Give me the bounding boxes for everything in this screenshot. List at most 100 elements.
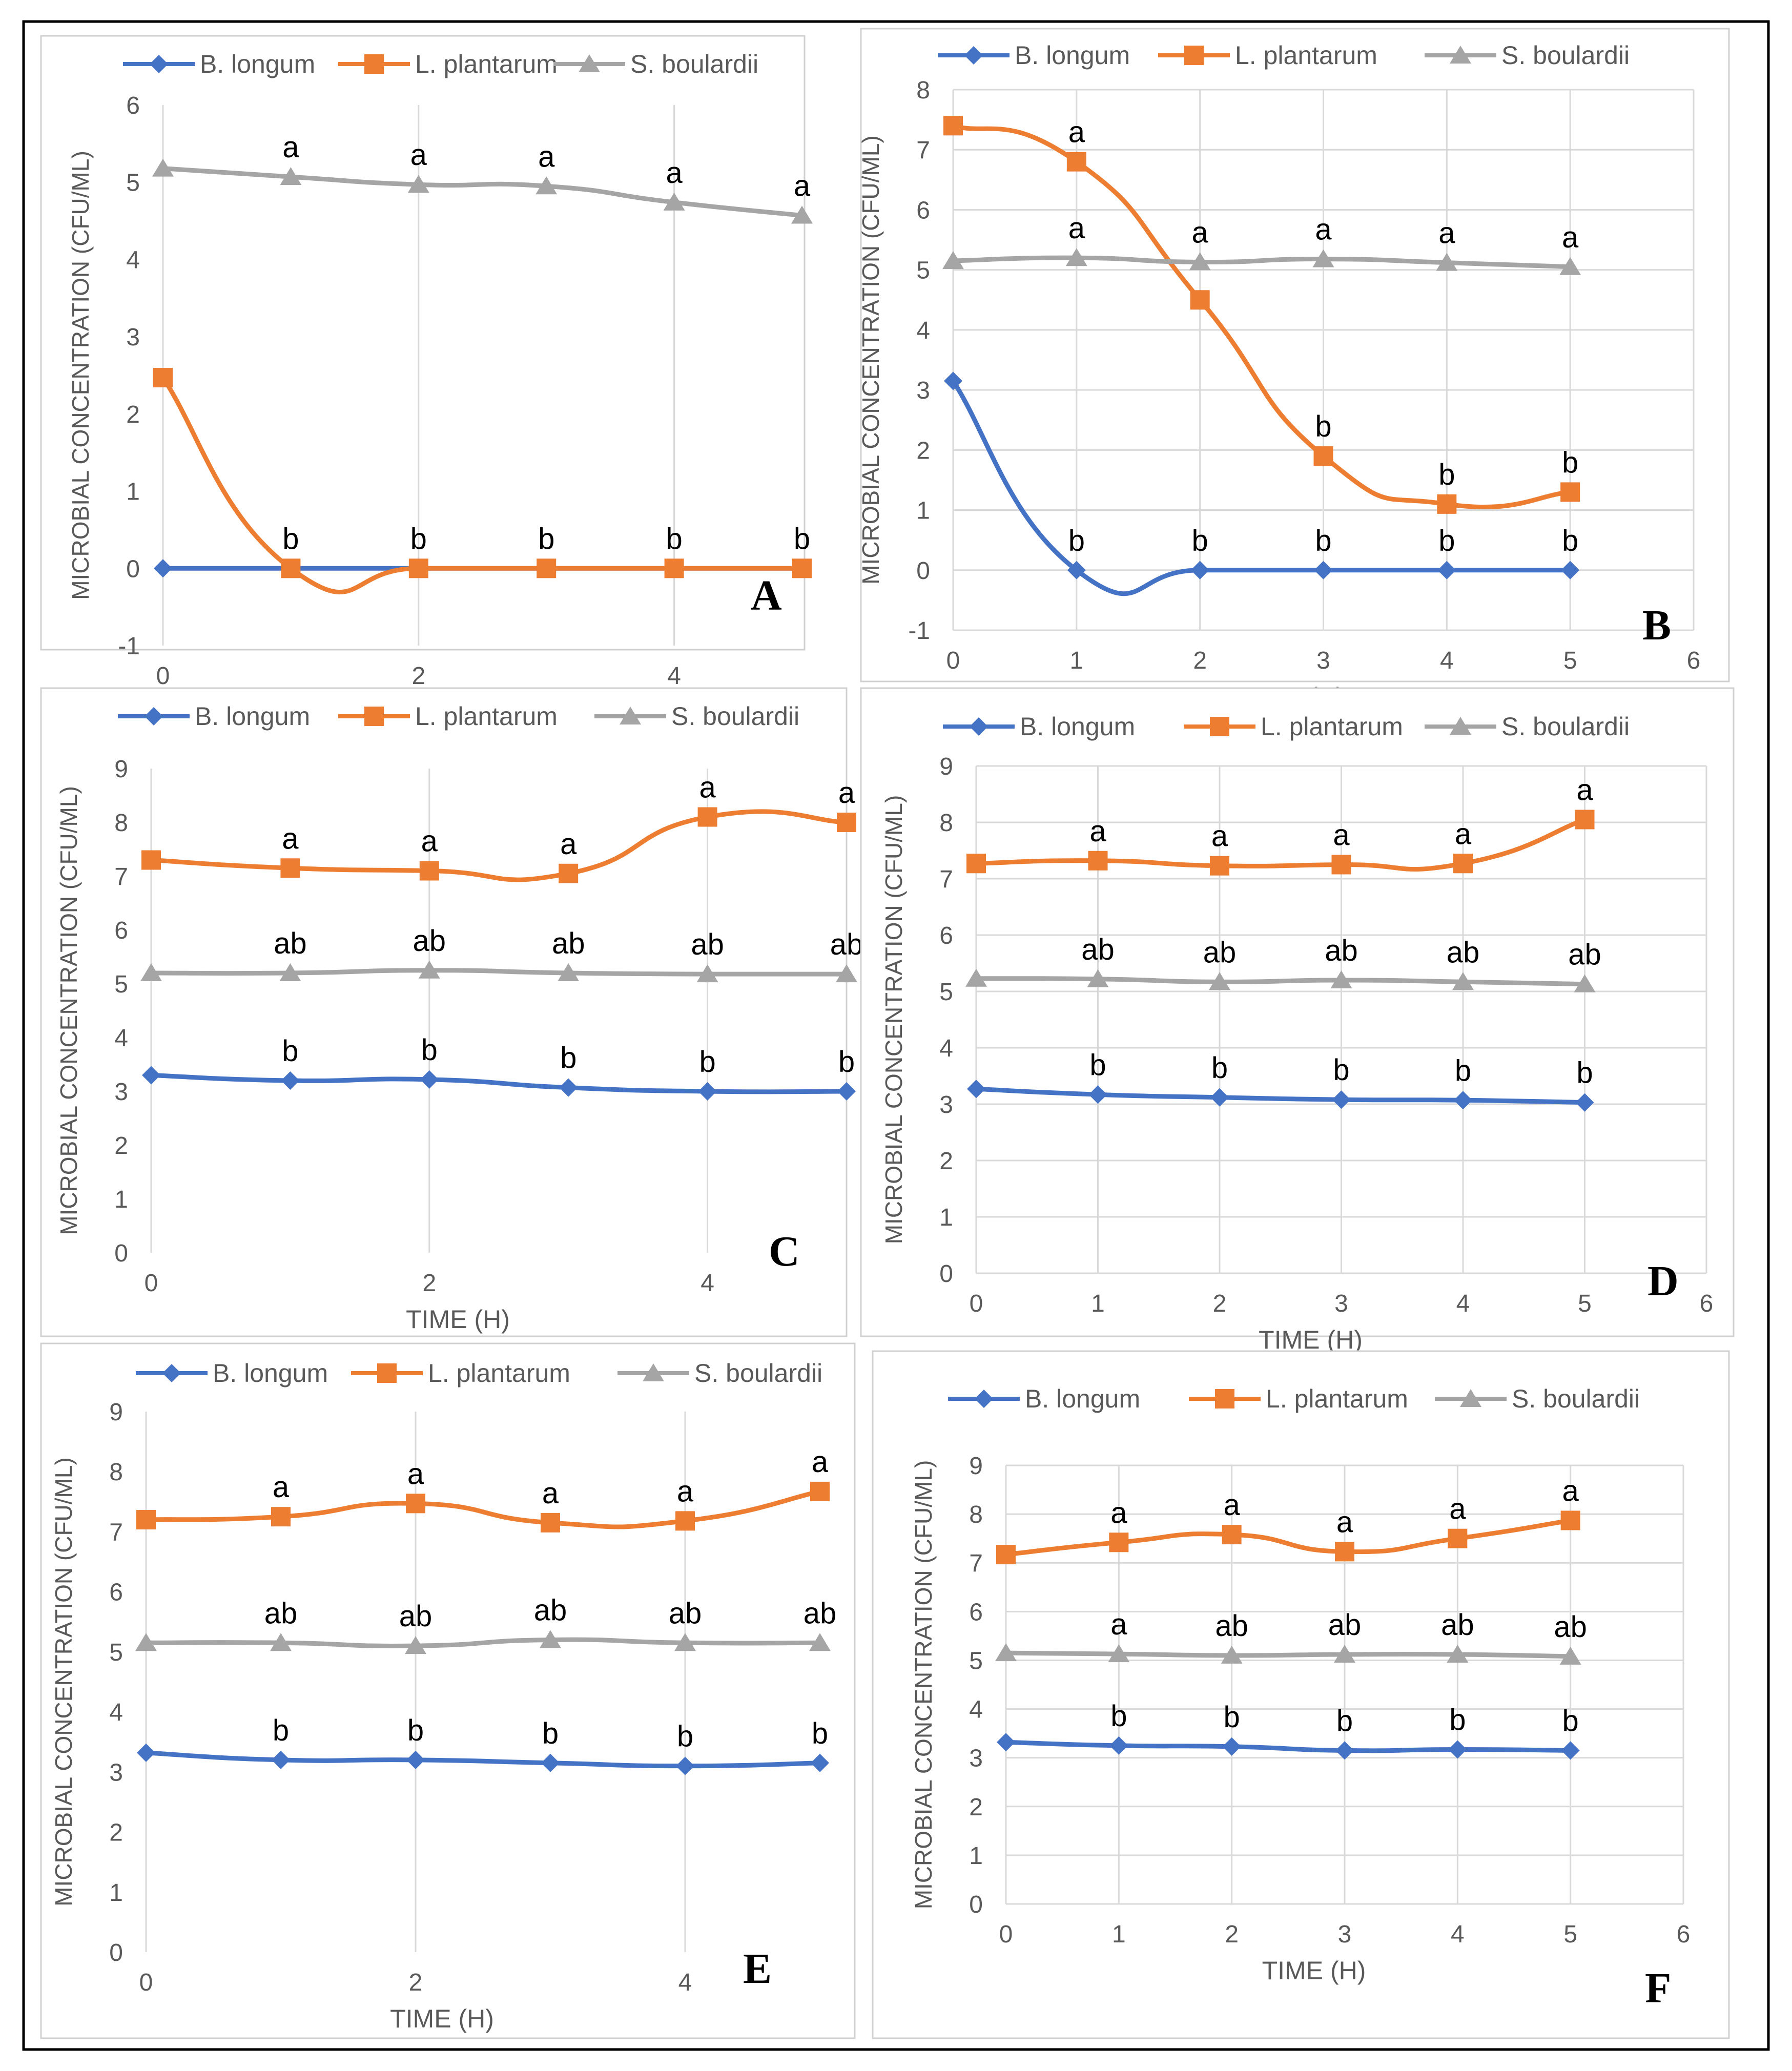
data-point [836,964,857,983]
legend-marker-triangle [1460,1389,1481,1407]
y-tick-label: 5 [939,979,953,1006]
data-point [152,158,174,177]
y-tick-label: 8 [114,810,128,837]
significance-label: b [560,1042,576,1075]
significance-label: b [699,1045,715,1079]
legend-item: L. plantarum [1189,1384,1408,1413]
y-tick-label: 1 [109,1879,123,1907]
series-s-boulardii [942,248,1581,275]
y-tick-label: 1 [939,1204,953,1231]
significance-label: a [1192,216,1209,249]
data-point [406,1750,425,1769]
panel-frame [860,28,1730,682]
series-l-plantarum [996,1510,1580,1565]
data-point [1087,969,1109,987]
y-tick-label: 7 [939,866,953,893]
data-point [405,1636,426,1654]
y-tick-label: 3 [939,1091,953,1119]
y-tick-label: 6 [939,922,953,949]
legend-label: S. boulardii [1512,1384,1640,1413]
significance-label: ab [1203,936,1237,969]
x-tick-label: 0 [946,647,960,674]
legend-label: L. plantarum [415,50,558,78]
y-tick-label: 2 [916,437,930,464]
series-line [162,166,802,218]
y-axis-title: MICROBIAL CONCENTRATION (CFU/ML) [880,795,907,1245]
significance-label: b [1110,1700,1127,1733]
legend-marker-diamond [145,707,163,726]
significance-label: ab [413,924,446,958]
data-point [1575,1093,1594,1112]
y-tick-label: 1 [126,479,140,506]
significance-label: a [282,131,299,164]
y-tick-label: -1 [118,633,140,660]
data-point [674,1633,696,1651]
data-point [1575,810,1595,830]
y-tick-label: 0 [916,557,930,585]
data-point [280,167,302,185]
significance-label: a [542,1477,559,1510]
significance-label: b [1068,524,1085,557]
y-tick-label: 9 [109,1399,123,1426]
x-tick-label: 0 [156,662,170,690]
data-point [419,861,439,881]
data-point [1109,1532,1129,1552]
outer-frame [22,20,1770,2051]
data-point [697,807,717,827]
significance-label: a [1211,820,1228,853]
x-tick-label: 3 [1334,1290,1348,1317]
y-tick-label: 2 [969,1794,983,1821]
y-tick-label: 9 [114,756,128,783]
data-point [1437,561,1456,579]
x-tick-label: 4 [1451,1921,1465,1948]
legend-marker-triangle [620,707,641,724]
legend-marker-triangle [1450,46,1471,64]
significance-label: a [1449,1493,1466,1526]
y-tick-label: 3 [126,324,140,351]
legend-marker-square [364,54,384,74]
series-s-boulardii [140,960,857,983]
panel-letter: A [751,572,782,619]
series-b-longum [997,1733,1580,1760]
data-point [1560,482,1580,502]
data-point [1452,972,1474,990]
x-tick-label: 0 [145,1270,158,1297]
chart-panel-d: 0 1 2 3 4 5 6 7 8 9 0 1 2 3 4 5 6 TIME (H) MICROBIAL CONCE… [860,687,1735,1354]
series-line [976,817,1586,872]
y-tick-label: 4 [939,1035,953,1062]
legend-label: B. longum [1020,712,1135,741]
data-point [1335,1741,1354,1760]
series-b-longum [137,1743,829,1775]
y-tick-label: 6 [126,92,140,119]
significance-label: b [1455,1054,1471,1087]
significance-label: b [282,1034,298,1068]
significance-label: a [1576,774,1593,807]
series-b-longum [142,1066,856,1101]
data-point [154,559,172,578]
significance-label: a [282,822,299,855]
series-s-boulardii [135,1630,831,1654]
significance-label: b [1192,524,1208,557]
significance-label: a [699,771,716,804]
data-point [153,368,173,388]
data-point [142,1066,160,1085]
data-point [270,1633,292,1651]
data-point [1559,257,1581,275]
data-point [1222,1737,1241,1756]
chart-panel-c: 0 1 2 3 4 5 6 7 8 9 0 2 4 TIME (H) MICROBIAL CONCENTRA… [40,687,863,1337]
x-tick-label: 4 [1440,647,1454,674]
x-tick-label: 1 [1069,647,1083,674]
y-tick-label: 4 [969,1696,983,1724]
significance-label: ab [830,928,863,961]
significance-label: a [1110,1496,1127,1529]
series-line [146,1637,820,1648]
x-tick-label: 0 [970,1290,983,1317]
data-point [1314,561,1333,579]
legend-marker-square [364,707,384,726]
data-point [420,1070,439,1089]
significance-label: a [812,1445,829,1479]
data-point [137,1743,155,1762]
data-point [408,558,428,578]
series-line [953,255,1571,270]
